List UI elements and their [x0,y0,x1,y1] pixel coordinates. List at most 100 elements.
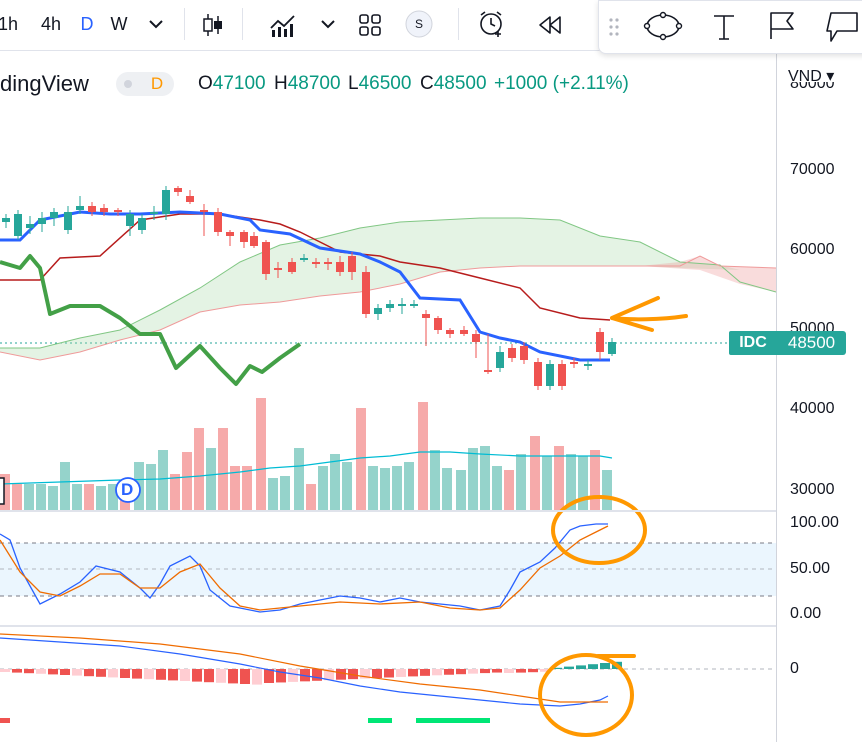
volume-bar [48,486,58,510]
volume-bar [280,476,290,510]
candle-body [546,364,554,386]
candle-body [250,236,258,246]
text-tool-icon[interactable] [709,11,739,43]
volume-bar [72,484,82,510]
replay-icon[interactable] [536,12,564,36]
volume-bar [24,484,34,510]
volume-bar [530,436,540,510]
macd-bar [348,669,358,680]
volume-bar [418,402,428,510]
volume-bar [342,462,352,510]
macd-bar [264,669,274,683]
interval-d[interactable]: D [80,14,94,34]
macd-bar [276,669,286,683]
candles-icon[interactable] [200,12,226,36]
volume-bar [158,450,168,510]
candle-body [472,334,480,342]
dividend-marker-label[interactable]: D [121,480,134,499]
interval-w[interactable]: W [110,14,128,34]
candle-body [446,330,454,334]
volume-bar [430,450,440,510]
currency-selector[interactable]: VND ▾ [788,66,834,86]
templates-icon[interactable] [357,12,383,36]
macd-bar [36,669,46,674]
ohlc-open: O47100 [198,70,266,98]
interval-badge[interactable]: D [116,72,174,96]
symbol-title[interactable]: dingView [0,71,89,96]
volume-bar [602,470,612,510]
candle-body [200,210,208,212]
toolbar-divider [184,8,185,40]
macd-bar [120,669,130,678]
callout-tool-icon[interactable] [821,9,861,45]
volume-bar [96,486,106,510]
candle-body [162,190,170,214]
ohlc-low-label: L [348,73,359,94]
chevron-down-icon[interactable] [144,12,168,36]
candle-body [584,364,592,366]
candle-body [38,218,46,224]
macd-bar [480,669,490,674]
macd-histogram [0,661,622,685]
pane-separator[interactable] [0,510,862,512]
macd-bar [108,669,118,678]
flag-tool-icon[interactable] [765,9,797,43]
volume-bar [554,446,564,510]
ohlc-low: L46500 [348,70,411,98]
volume-bar [442,468,452,510]
macd-bar [576,665,586,669]
volume-bar [242,466,252,510]
macd-bar [132,669,142,679]
candle-body [26,224,34,228]
candle-body [496,352,504,368]
macd-signal-line [0,633,608,703]
macd-bar [48,669,58,675]
macd-bar [180,669,190,681]
alert-icon[interactable] [476,11,506,37]
ohlc-high: H48700 [274,70,341,98]
drag-handle-icon[interactable] [607,15,621,39]
macd-bar [24,669,34,674]
candle-body [274,268,282,270]
price-axis-label: 40000 [790,400,835,417]
toolbar-divider [458,8,459,40]
interval-4h[interactable]: 4h [40,14,62,34]
compare-icon[interactable]: S [404,10,434,38]
macd-bar [216,669,226,683]
price-axis[interactable] [776,52,862,742]
volume-bar [294,448,304,510]
price-axis-label: 30000 [790,481,835,498]
volume-bar [456,470,466,510]
volume-bar [492,466,502,510]
ellipse-tool-icon[interactable] [643,9,683,43]
macd-bar [156,669,166,680]
macd-bar [504,669,514,673]
macd-bar [96,669,106,677]
macd-bar [468,669,478,674]
chevron-down-icon[interactable] [316,12,340,36]
candle-body [2,218,10,222]
candle-body [186,196,194,202]
chart-legend: dingView D O47100 H48700 L46500 C48500 +… [0,70,660,98]
ohlc-close-label: C [420,73,434,94]
macd-bar [240,669,250,684]
symbol-price-label: IDC [729,331,777,355]
macd-bar [444,669,454,675]
volume-ma-line [0,451,613,485]
candle-body [126,214,134,226]
candle-body [114,210,122,212]
candle-body [88,206,96,212]
pane-separator[interactable] [0,625,862,627]
indicators-icon[interactable] [268,12,298,37]
macd-bar [168,669,178,681]
macd-bar [492,669,502,673]
macd-bar [228,669,238,684]
candle-body [534,362,542,386]
macd-bar [72,669,82,676]
candle-body [374,308,382,314]
chikou-line [0,254,302,386]
interval-1h[interactable]: 1h [0,14,19,34]
candle-body [608,342,616,354]
volume-bar [504,470,514,510]
